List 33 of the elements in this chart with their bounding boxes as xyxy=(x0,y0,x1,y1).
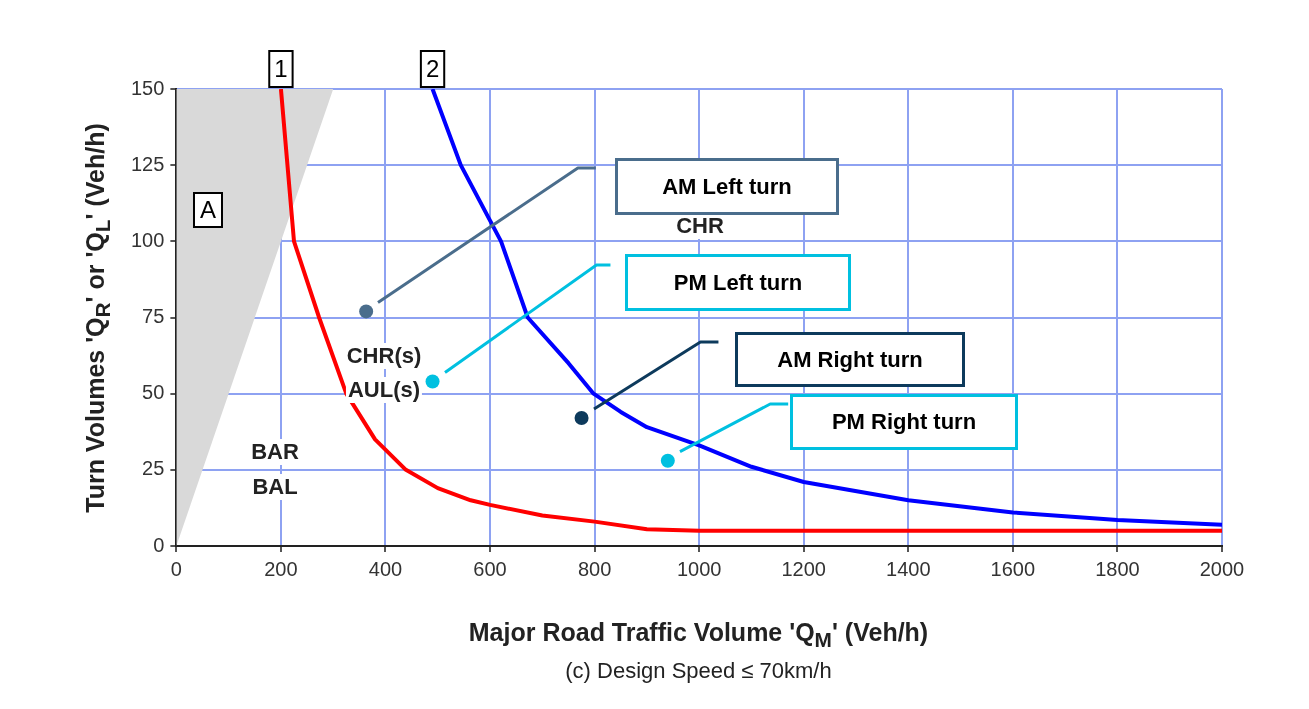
annotation: AM Left turn xyxy=(662,173,792,199)
point xyxy=(660,453,675,468)
y-tick-label: 75 xyxy=(142,305,165,328)
y-tick-label: 150 xyxy=(130,76,165,99)
point xyxy=(359,304,374,319)
annotation: A xyxy=(192,192,224,228)
annotation: CHR(s) xyxy=(344,343,424,369)
text: (c) Design Speed ≤ 70km/h xyxy=(564,658,833,684)
x-tick-label: 1800 xyxy=(1095,557,1140,580)
annotation: 2 xyxy=(425,54,440,82)
x-tick-label: 600 xyxy=(473,557,507,580)
annotation: BAL xyxy=(250,474,300,500)
x-tick-label: 1400 xyxy=(886,557,931,580)
x-axis-title: Major Road Traffic Volume 'Q$_{M}$' (Veh/h) xyxy=(467,618,930,652)
x-tick-label: 800 xyxy=(577,557,612,580)
y-tick-label: 125 xyxy=(130,152,165,175)
point xyxy=(574,411,589,426)
y-tick-label: 0 xyxy=(153,533,165,556)
annotation: AUL(s) xyxy=(345,377,423,403)
x-tick-label: 200 xyxy=(264,557,298,580)
x-tick-label: 1600 xyxy=(990,557,1036,580)
x-tick-label: 400 xyxy=(368,557,403,580)
y-tick-label: 50 xyxy=(142,381,165,404)
annotation: BAR xyxy=(249,439,301,465)
x-tick-label: 1000 xyxy=(676,557,722,580)
y-tick-label: 25 xyxy=(142,457,165,480)
annotation: CHR xyxy=(674,213,726,239)
annotation: 1 xyxy=(274,54,288,82)
point xyxy=(425,374,440,389)
x-tick-label: 0 xyxy=(170,557,182,580)
y-tick-label: 100 xyxy=(130,228,165,251)
x-tick-label: 1200 xyxy=(781,557,826,580)
x-tick-label: 2000 xyxy=(1199,557,1245,580)
